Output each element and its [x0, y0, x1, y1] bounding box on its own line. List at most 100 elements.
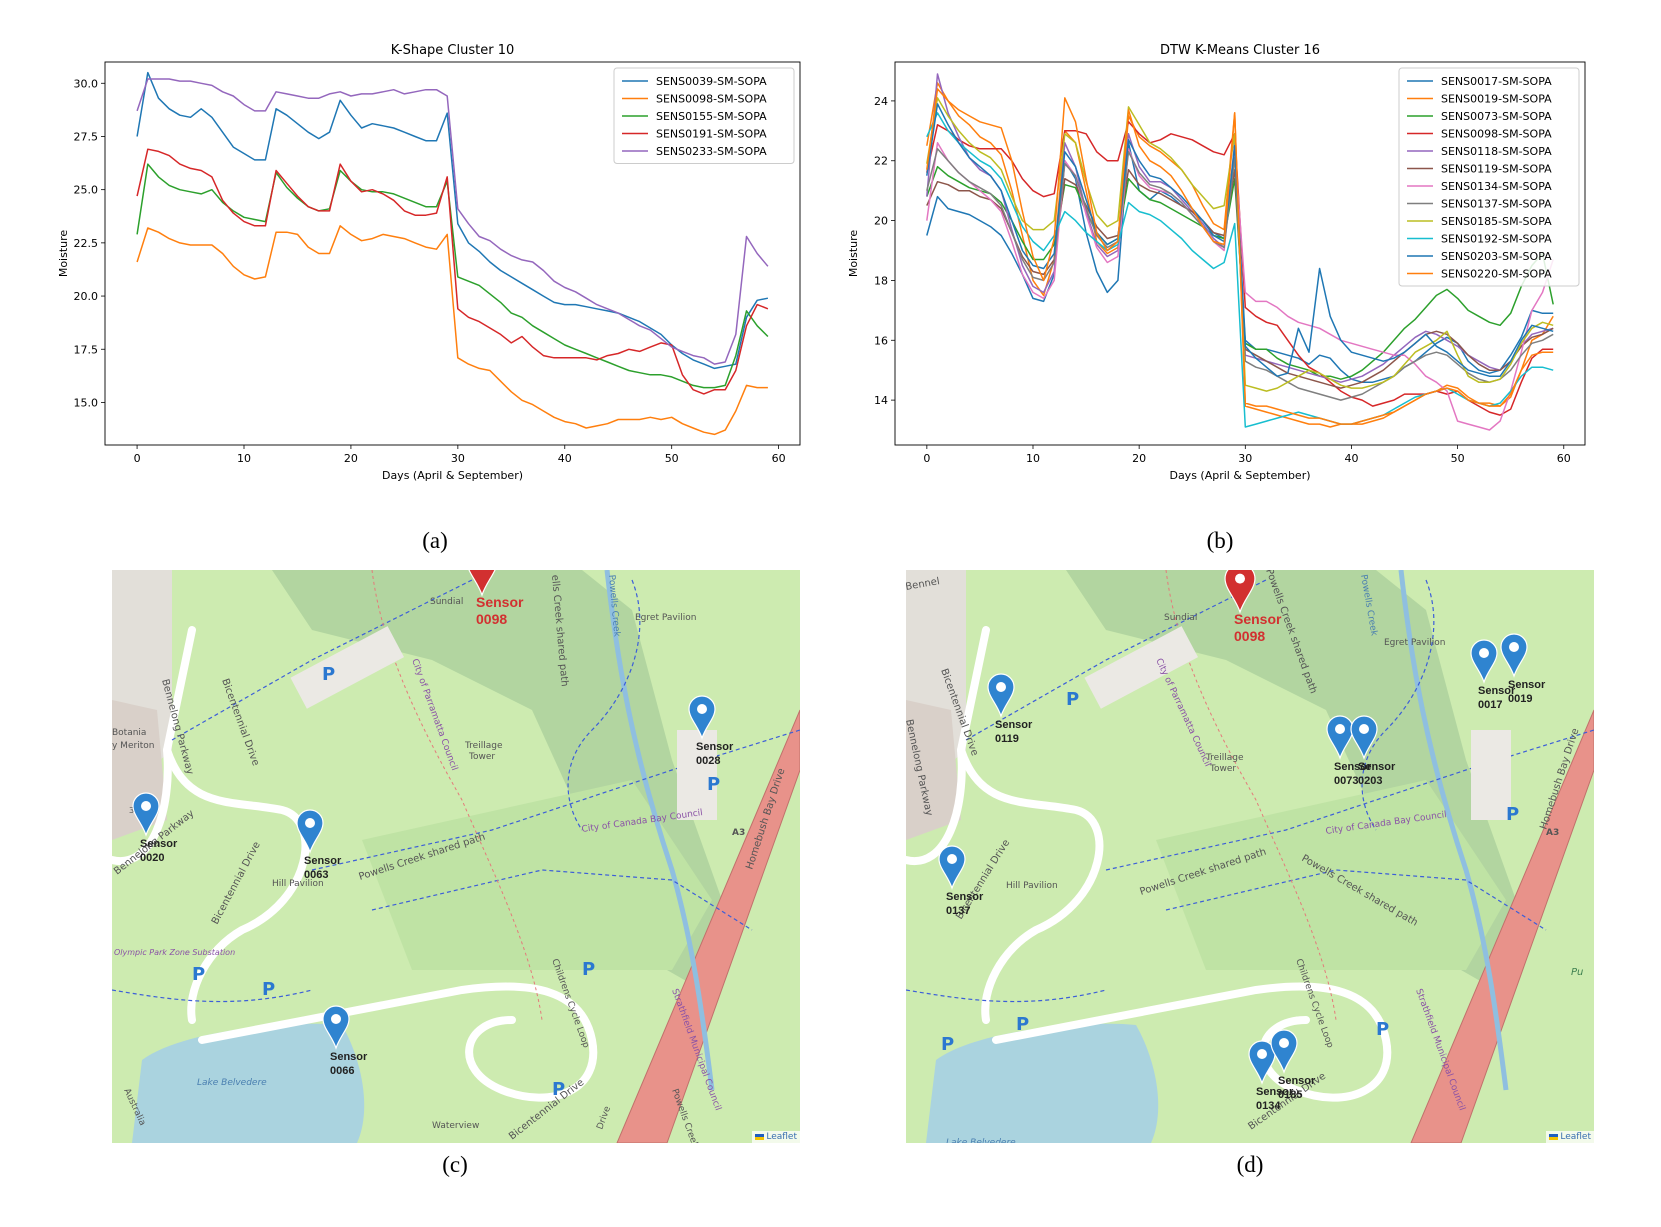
sensor-marker[interactable]: Sensor 0203 — [1350, 715, 1396, 787]
building — [906, 700, 961, 840]
marker-label-line2: 0019 — [1508, 693, 1532, 705]
map-label: Treillage — [1205, 753, 1244, 763]
plot-frame — [104, 61, 801, 446]
ukraine-flag-icon — [1549, 1133, 1559, 1140]
legend-entry: SENS0203-SM-SOPA — [1441, 250, 1552, 263]
parking-icon: P — [1376, 1019, 1389, 1040]
y-tick-label: 14 — [874, 394, 888, 407]
pin-dot — [1279, 1038, 1289, 1048]
x-tick-label: 10 — [1026, 452, 1040, 465]
map-label: Olympic Park Zone Substation — [114, 948, 235, 957]
map-d[interactable]: Sundial Egret Pavilion Treillage Tower Hill … — [906, 570, 1594, 1143]
legend-entry: SENS0233-SM-SOPA — [656, 145, 767, 158]
path-dotted — [371, 570, 543, 1021]
map-pin-icon — [322, 1005, 350, 1050]
marker-label-line2: 0134 — [1256, 1100, 1281, 1112]
sensor-marker[interactable]: Sensor 0020 — [132, 792, 178, 864]
pin-dot — [141, 801, 151, 811]
car-park — [290, 626, 405, 709]
y-tick-label: 16 — [874, 334, 888, 347]
marker-label-line2: 0063 — [304, 869, 328, 881]
legend-entry: SENS0017-SM-SOPA — [1441, 75, 1552, 88]
marker-label-line1: Sensor — [140, 838, 178, 850]
parking-icon: P — [322, 664, 335, 685]
sensor-marker[interactable]: Sensor 0119 — [987, 673, 1033, 745]
car-park — [677, 730, 717, 820]
lake — [926, 1023, 1159, 1143]
marker-label-line1: Sensor — [946, 891, 984, 903]
marker-label-line2: 0017 — [1478, 699, 1502, 711]
leaflet-attribution[interactable]: Leaflet — [1546, 1131, 1594, 1143]
map-pin-icon — [1248, 1040, 1276, 1085]
sensor-marker[interactable]: Sensor 0134 — [1248, 1040, 1294, 1112]
x-tick-label: 40 — [1344, 452, 1358, 465]
marker-label-line1: Sensor — [330, 1051, 368, 1063]
sensor-marker[interactable]: Sensor 0017 — [1470, 639, 1516, 711]
pin-dot — [996, 682, 1006, 692]
plot-frame — [894, 61, 1586, 446]
legend-entry: SENS0019-SM-SOPA — [1441, 93, 1552, 106]
sensor-marker[interactable]: Sensor 0185 — [1270, 1029, 1316, 1101]
x-tick-label: 60 — [1557, 452, 1571, 465]
pin-dot — [1509, 642, 1519, 652]
leaflet-attribution[interactable]: Leaflet — [752, 1131, 800, 1143]
x-tick-label: 50 — [665, 452, 679, 465]
grass-area — [362, 780, 712, 970]
marker-label-line2: 0185 — [1278, 1089, 1302, 1101]
map-c[interactable]: Sundial Egret Pavilion Treillage Tower Hill … — [112, 570, 800, 1143]
caption-b: (b) — [1206, 528, 1234, 553]
marker-label-line1: Sensor — [1278, 1075, 1316, 1087]
caption-a: (a) — [422, 528, 448, 553]
map-label: A3 — [732, 828, 745, 838]
series-line — [136, 78, 769, 365]
marker-label-line1: Sensor — [1256, 1086, 1294, 1098]
y-tick-label: 24 — [874, 95, 888, 108]
path-dashed — [1361, 579, 1435, 831]
motorway — [616, 709, 800, 1143]
map-label: Pu — [1571, 967, 1583, 978]
road-bennelong-parkway — [112, 626, 196, 866]
parking-icon: P — [192, 964, 205, 985]
parking-icon: P — [1016, 1014, 1029, 1035]
map-label: Lake Belvedere — [197, 1078, 267, 1088]
x-tick-label: 60 — [772, 452, 786, 465]
map-label: Treillage — [464, 741, 503, 751]
sensor-marker[interactable]: Sensor 0073 — [1326, 715, 1372, 787]
marker-label-line1: Sensor — [995, 719, 1033, 731]
y-tick-label: 27.5 — [74, 130, 99, 143]
sensor-marker[interactable]: Sensor 0063 — [296, 809, 342, 881]
series-line — [136, 71, 769, 370]
map-pin-icon — [1470, 639, 1498, 684]
map-label: 3 — [129, 806, 134, 815]
caption-c: (c) — [442, 1152, 468, 1177]
caption-d: (d) — [1236, 1152, 1264, 1177]
chart-dtw-kmeans-cluster-16: DTW K-Means Cluster 16 0 10 20 30 40 50 60 14 16 1… — [835, 35, 1595, 525]
legend-entry: SENS0185-SM-SOPA — [1441, 215, 1552, 228]
map-label: Hill Pavilion — [272, 879, 324, 889]
x-tick-label: 30 — [1238, 452, 1252, 465]
x-tick-label: 50 — [1451, 452, 1465, 465]
grass-area — [1156, 780, 1506, 970]
map-label: Waterview — [432, 1121, 479, 1131]
y-axis-label: Moisture — [847, 230, 860, 278]
map-pin-icon — [1350, 715, 1378, 760]
y-tick-label: 17.5 — [74, 343, 99, 356]
path-dashed — [1165, 869, 1547, 931]
x-tick-label: 30 — [451, 452, 465, 465]
series-line — [926, 88, 1554, 425]
pin-dot — [697, 704, 707, 714]
sensor-marker[interactable]: Sensor 0137 — [938, 845, 984, 917]
sensor-marker[interactable]: Sensor 0019 — [1500, 633, 1546, 705]
parking-icon: P — [1506, 804, 1519, 825]
marker-label-line1: Sensor — [1334, 761, 1372, 773]
sensor-marker[interactable]: Sensor 0028 — [688, 695, 734, 767]
chart-a-svg: K-Shape Cluster 10 0 10 20 30 40 50 60 15.0 17.5 2… — [57, 43, 801, 482]
legend-entry: SENS0192-SM-SOPA — [1441, 233, 1552, 246]
marker-label-line1: Sensor — [1508, 679, 1546, 691]
sensor-marker[interactable]: Sensor 0066 — [322, 1005, 368, 1077]
legend-entry: SENS0098-SM-SOPA — [1441, 128, 1552, 141]
path-dashed — [171, 579, 473, 741]
